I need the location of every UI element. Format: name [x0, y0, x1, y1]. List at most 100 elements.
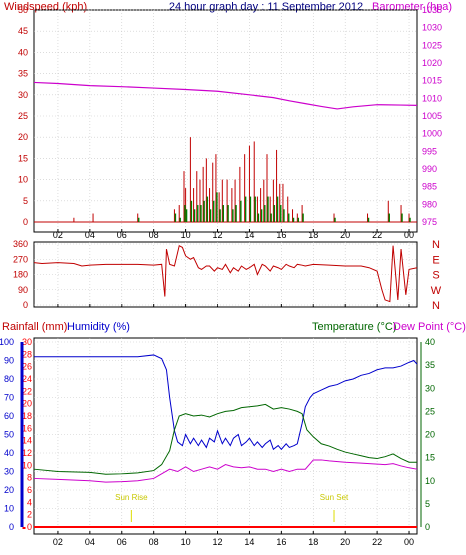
direction-y-tick-label: 180: [13, 270, 28, 280]
compass-tick-label: N: [432, 300, 440, 312]
barometer-y-tick-label: 975: [422, 217, 437, 227]
humidity-y-tick-label: 30: [4, 467, 14, 477]
rain-y-tick-label: 26: [22, 362, 32, 372]
x-tick-label: 14: [244, 537, 254, 547]
humidity-y-tick-label: 70: [4, 393, 14, 403]
rain-y-tick-label: 0: [27, 522, 32, 532]
x-tick-label: 06: [117, 537, 127, 547]
humidity-y-tick-label: 80: [4, 374, 14, 384]
x-tick-label: 18: [308, 230, 318, 240]
humidity-y-tick-label: 0: [9, 522, 14, 532]
x-tick-label: 06: [117, 230, 127, 240]
x-tick-label: 18: [308, 537, 318, 547]
x-tick-label: 20: [340, 230, 350, 240]
x-tick-label: 00: [404, 537, 414, 547]
direction-y-tick-label: 360: [13, 239, 28, 249]
compass-tick-label: N: [432, 239, 440, 251]
wind-direction-series-line: [33, 244, 418, 303]
direction-y-tick-label: 90: [18, 285, 28, 295]
rain-y-tick-label: 10: [22, 460, 32, 470]
rain-y-tick-label: 6: [27, 485, 32, 495]
wind-y-tick-label: 40: [18, 47, 28, 57]
dewpoint-axis-label: Dew Point (°C): [393, 321, 466, 333]
temperature-y-tick-label: 0: [425, 522, 430, 532]
x-tick-label: 22: [372, 537, 382, 547]
rain-y-tick-label: 8: [27, 473, 32, 483]
compass-tick-label: W: [431, 285, 442, 297]
wind-y-tick-label: 30: [18, 90, 28, 100]
graph-title: 24 hour graph day : 11 September 2012: [169, 1, 363, 13]
x-tick-label: 08: [149, 537, 159, 547]
x-tick-label: 08: [149, 230, 159, 240]
barometer-y-tick-label: 1035: [422, 5, 442, 15]
rain-humidity-temp-panel: [33, 337, 418, 535]
rainfall-axis-label: Rainfall (mm): [2, 321, 67, 333]
rain-y-tick-label: 22: [22, 386, 32, 396]
rain-y-tick-label: 2: [27, 510, 32, 520]
barometer-y-tick-label: 980: [422, 199, 437, 209]
barometer-y-tick-label: 995: [422, 146, 437, 156]
compass-tick-label: E: [432, 254, 439, 266]
tick-labels: 0202040406060808101012121414161618182020…: [0, 5, 442, 547]
wind-y-tick-label: 35: [18, 69, 28, 79]
temperature-y-tick-label: 5: [425, 499, 430, 509]
x-tick-label: 12: [213, 537, 223, 547]
windspeed-axis-label: Windspeed (kph): [4, 1, 87, 13]
sun-markers: Sun Rise Sun Set: [115, 493, 349, 522]
rain-y-tick-label: 28: [22, 349, 32, 359]
compass-tick-label: S: [432, 270, 439, 282]
temperature-y-tick-label: 20: [425, 430, 435, 440]
x-tick-label: 02: [53, 230, 63, 240]
wind-barometer-panel: [33, 9, 418, 233]
barometer-y-tick-label: 1000: [422, 129, 442, 139]
wind-y-tick-label: 10: [18, 175, 28, 185]
wind-y-tick-label: 0: [23, 217, 28, 227]
barometer-y-tick-label: 1020: [422, 58, 442, 68]
x-tick-label: 16: [276, 230, 286, 240]
direction-y-tick-label: 0: [23, 300, 28, 310]
barometer-series-line: [33, 81, 418, 110]
x-tick-label: 04: [85, 537, 95, 547]
wind-y-tick-label: 5: [23, 196, 28, 206]
rain-y-tick-label: 12: [22, 448, 32, 458]
humidity-y-tick-label: 20: [4, 485, 14, 495]
temperature-y-tick-label: 35: [425, 360, 435, 370]
sun-rise-label: Sun Rise: [115, 493, 148, 502]
humidity-y-tick-label: 90: [4, 356, 14, 366]
temperature-axis-label: Temperature (°C): [312, 321, 396, 333]
wind-y-tick-label: 25: [18, 111, 28, 121]
temperature-y-tick-label: 15: [425, 453, 435, 463]
humidity-y-tick-label: 40: [4, 448, 14, 458]
x-tick-label: 02: [53, 537, 63, 547]
series-layer: [20, 81, 422, 529]
rain-y-tick-label: 20: [22, 399, 32, 409]
barometer-y-tick-label: 985: [422, 182, 437, 192]
wind-y-tick-label: 20: [18, 132, 28, 142]
x-tick-label: 20: [340, 537, 350, 547]
humidity-y-tick-label: 50: [4, 430, 14, 440]
rain-y-tick-label: 24: [22, 374, 32, 384]
humidity-y-tick-label: 60: [4, 411, 14, 421]
barometer-y-tick-label: 990: [422, 164, 437, 174]
x-tick-label: 16: [276, 537, 286, 547]
humidity-y-tick-label: 100: [0, 337, 14, 347]
wind-y-tick-label: 45: [18, 26, 28, 36]
wind-y-tick-label: 50: [18, 5, 28, 15]
x-tick-label: 04: [85, 230, 95, 240]
direction-y-tick-label: 270: [13, 254, 28, 264]
humidity-y-tick-label: 10: [4, 504, 14, 514]
x-tick-label: 22: [372, 230, 382, 240]
barometer-y-tick-label: 1010: [422, 93, 442, 103]
rain-y-tick-label: 18: [22, 411, 32, 421]
barometer-y-tick-label: 1025: [422, 40, 442, 50]
x-tick-label: 00: [404, 230, 414, 240]
grid-lines: [34, 9, 417, 534]
barometer-y-tick-label: 1015: [422, 76, 442, 86]
rain-y-tick-label: 16: [22, 423, 32, 433]
rain-y-tick-label: 30: [22, 337, 32, 347]
humidity-axis-label: Humidity (%): [67, 321, 130, 333]
rain-y-tick-label: 4: [27, 497, 32, 507]
temperature-y-tick-label: 30: [425, 383, 435, 393]
